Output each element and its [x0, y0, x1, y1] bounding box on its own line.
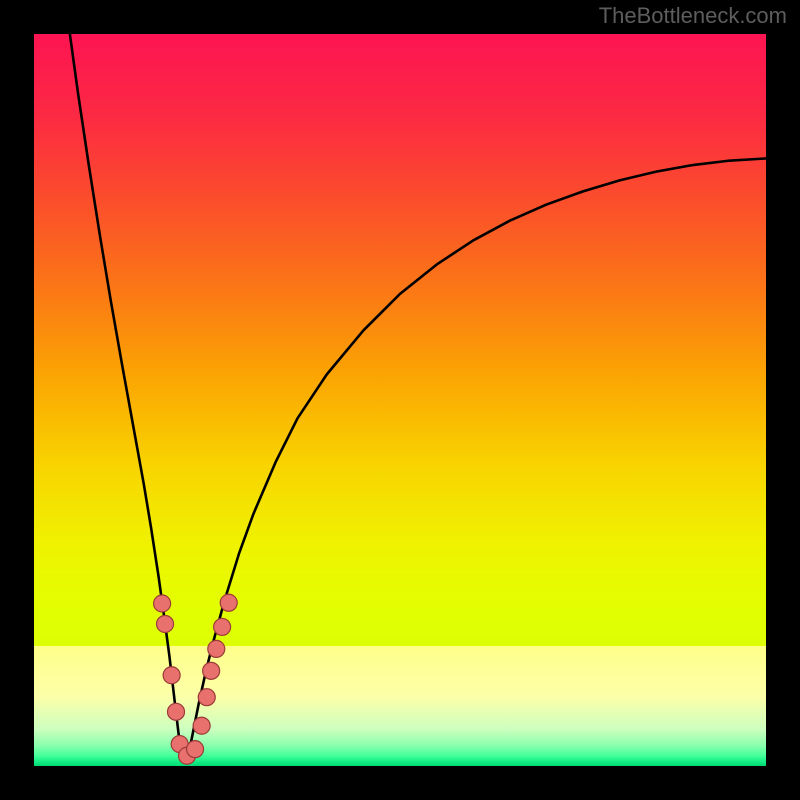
data-marker [193, 717, 210, 734]
data-marker [208, 640, 225, 657]
data-marker [220, 594, 237, 611]
data-marker [198, 689, 215, 706]
data-marker [154, 595, 171, 612]
bottleneck-chart [0, 0, 800, 800]
data-marker [187, 741, 204, 758]
gradient-background [34, 34, 766, 766]
data-marker [157, 615, 174, 632]
data-marker [168, 703, 185, 720]
data-marker [214, 618, 231, 635]
watermark-text: TheBottleneck.com [599, 3, 787, 29]
data-marker [203, 662, 220, 679]
chart-frame: TheBottleneck.com [0, 0, 800, 800]
data-marker [163, 667, 180, 684]
